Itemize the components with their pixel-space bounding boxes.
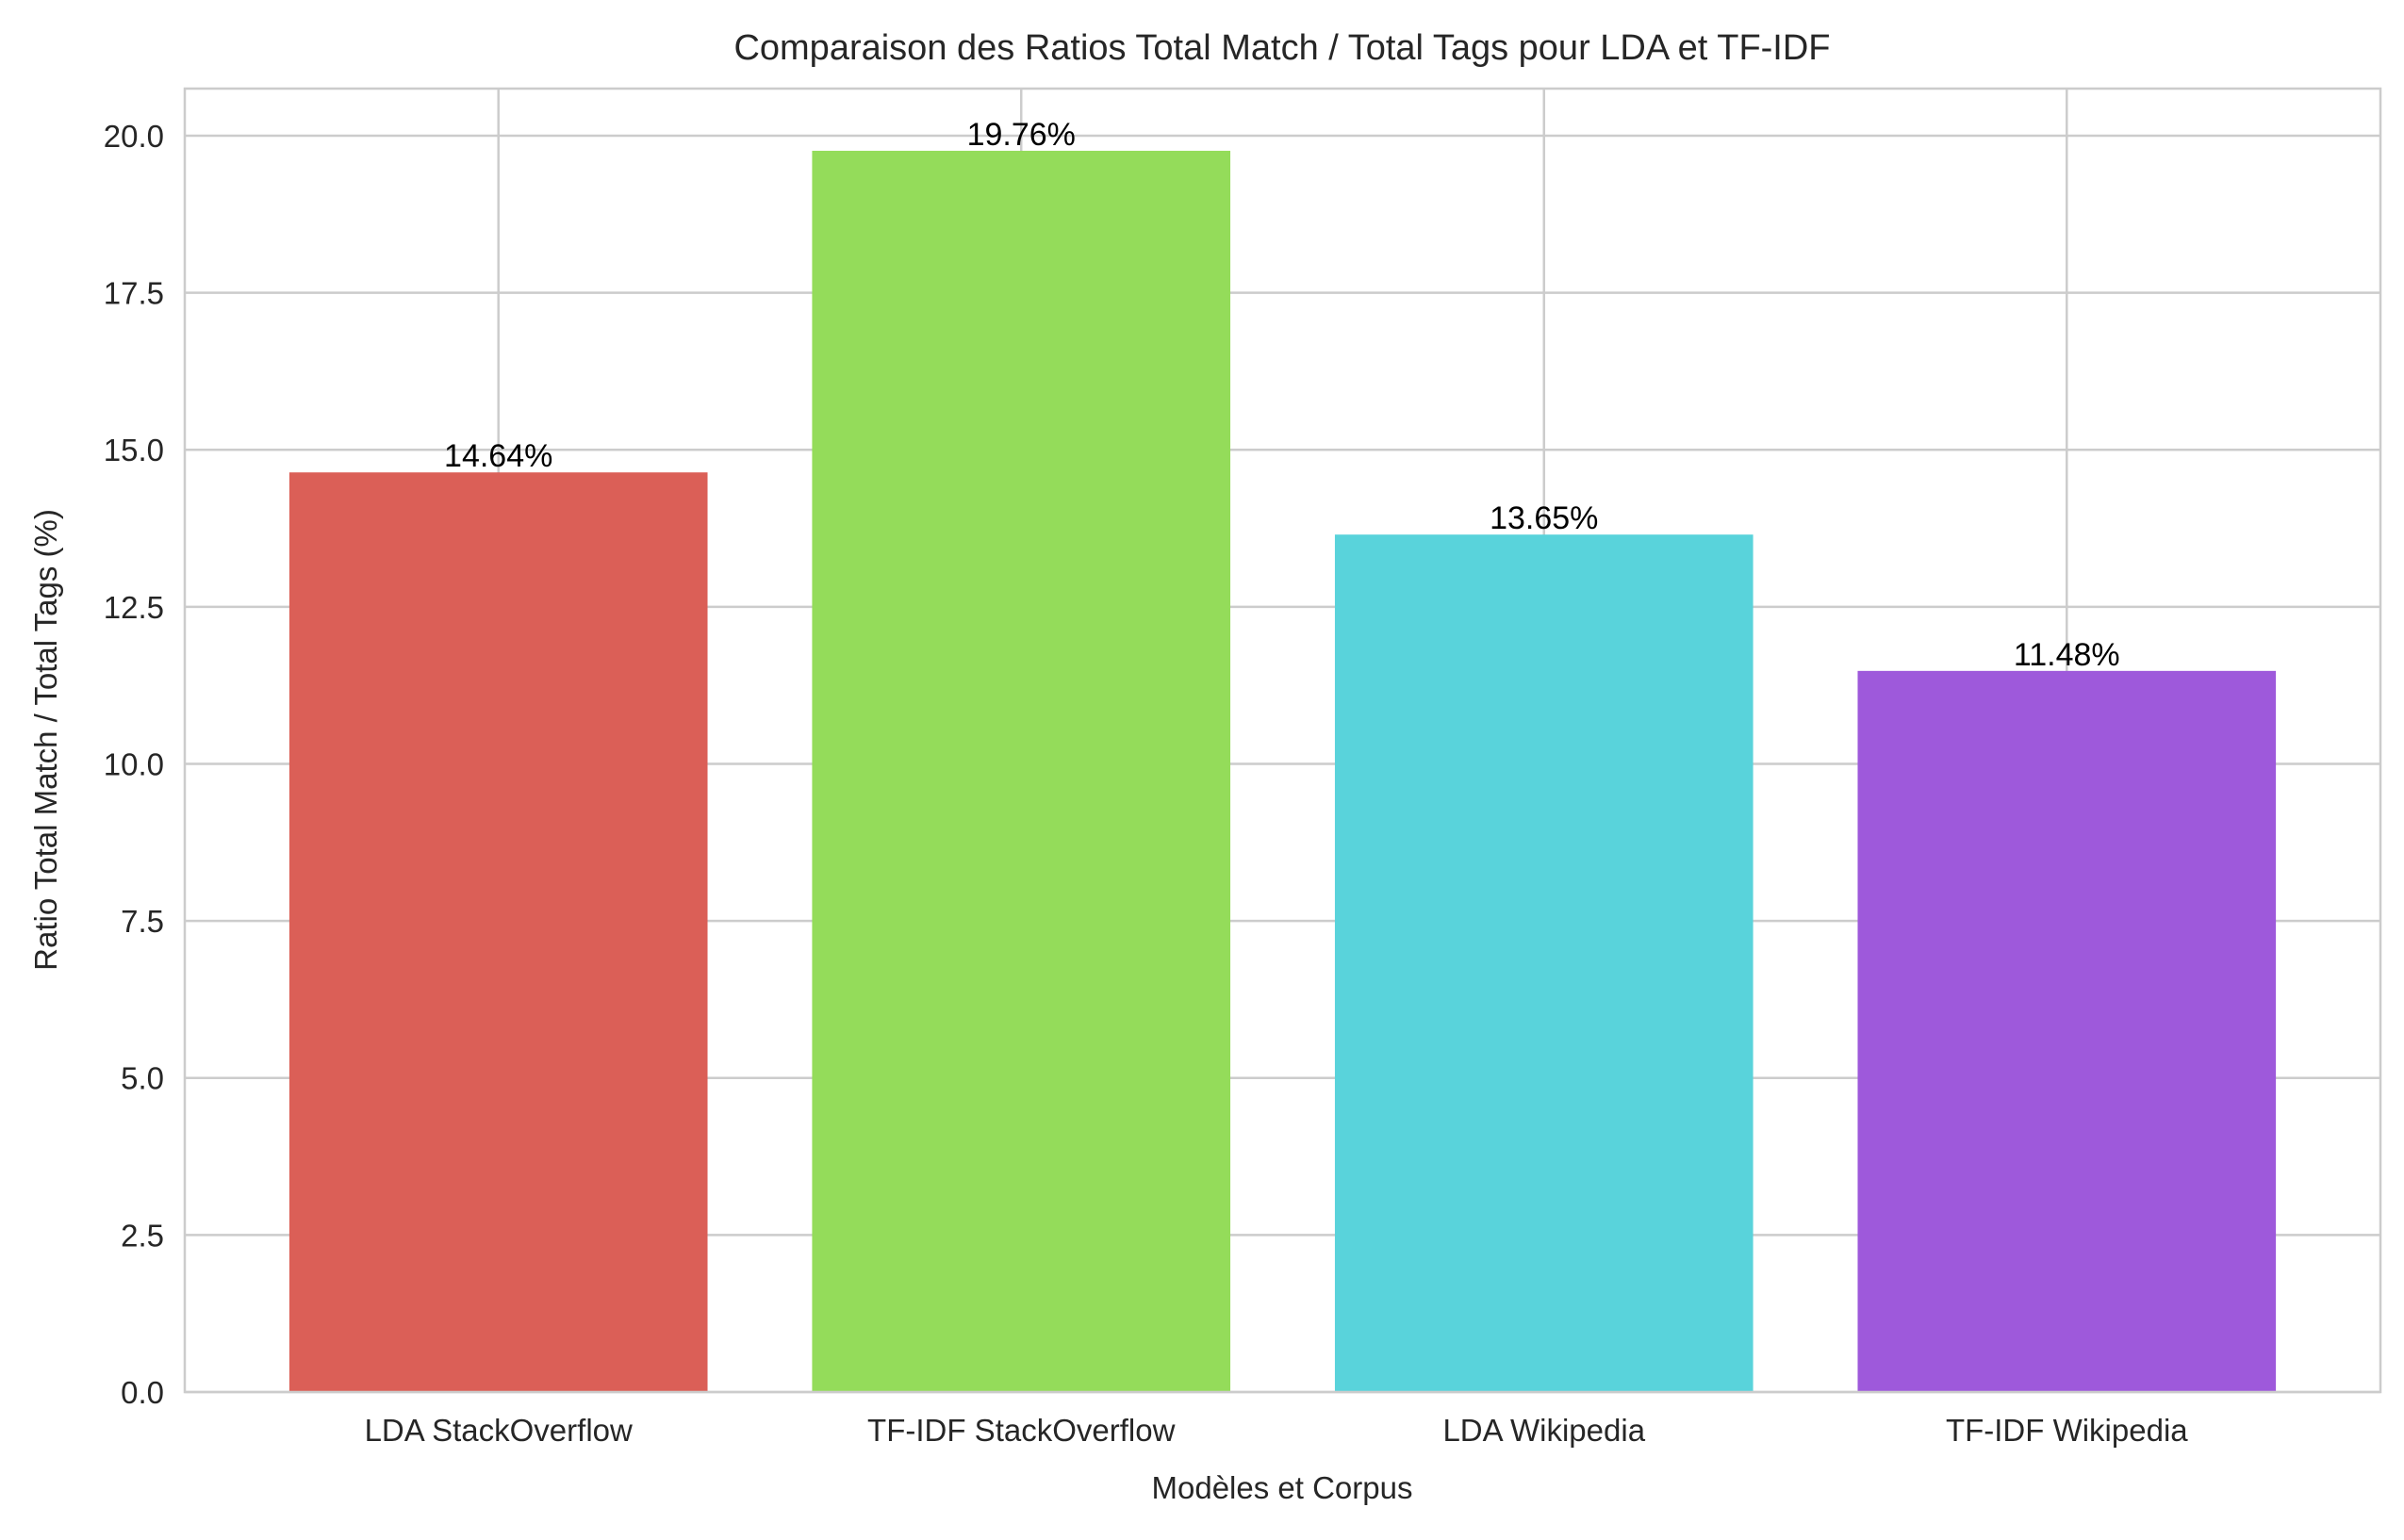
- x-tick-label: LDA Wikipedia: [1442, 1413, 1645, 1448]
- bar: [812, 150, 1231, 1392]
- bar: [1334, 534, 1754, 1392]
- data-label: 13.65%: [1490, 500, 1598, 536]
- chart-title: Comparaison des Ratios Total Match / Tot…: [733, 28, 1830, 68]
- y-tick-label: 15.0: [104, 433, 164, 467]
- tick-labels: 0.0 2.5 5.0 7.5 10.0 12.5 15.0 17.5 20.0 LDA Stac…: [104, 119, 2189, 1448]
- y-tick-label: 12.5: [104, 590, 164, 625]
- data-label: 11.48%: [2014, 637, 2120, 673]
- y-tick-label: 10.0: [104, 746, 164, 781]
- y-tick-label: 0.0: [121, 1375, 164, 1410]
- x-tick-label: TF-IDF StackOverflow: [867, 1413, 1176, 1448]
- x-tick-label: LDA StackOverflow: [365, 1413, 633, 1448]
- plot-frame: [183, 87, 2382, 1394]
- x-tick-label: TF-IDF Wikipedia: [1946, 1413, 2188, 1448]
- y-tick-label: 7.5: [121, 904, 164, 939]
- data-labels: 14.64% 19.76% 13.65% 11.48%: [444, 117, 2120, 673]
- data-label: 14.64%: [444, 438, 552, 474]
- data-label: 19.76%: [967, 117, 1076, 153]
- y-tick-label: 5.0: [121, 1061, 164, 1096]
- bars: [288, 150, 2277, 1392]
- y-tick-label: 2.5: [121, 1218, 164, 1253]
- bar: [288, 472, 708, 1392]
- x-axis-label: Modèles et Corpus: [1152, 1470, 1413, 1505]
- y-tick-label: 17.5: [104, 276, 164, 311]
- y-tick-label: 20.0: [104, 119, 164, 154]
- bar: [1857, 670, 2277, 1392]
- y-axis-label: Ratio Total Match / Total Tags (%): [28, 509, 63, 971]
